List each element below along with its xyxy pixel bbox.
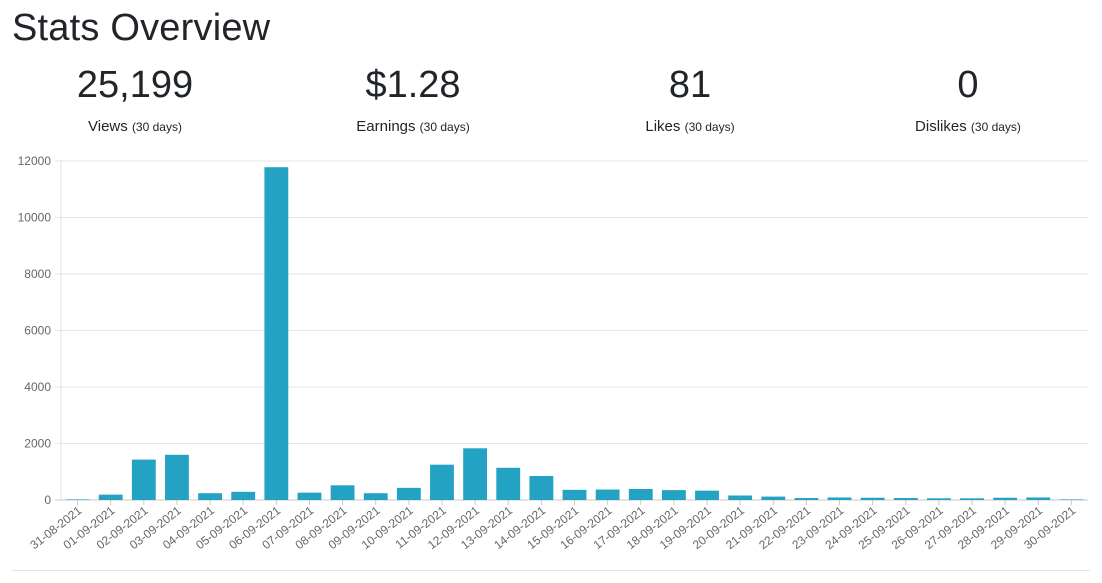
- bar-30-09-2021: [1059, 499, 1084, 500]
- stat-dislikes-label: Dislikes (30 days): [858, 118, 1078, 136]
- stat-views-suffix: (30 days): [131, 120, 182, 134]
- y-tick-label: 2000: [24, 437, 51, 451]
- bar-12-09-2021: [463, 448, 488, 500]
- stat-earnings-suffix: (30 days): [419, 120, 470, 134]
- bar-14-09-2021: [529, 475, 554, 500]
- chart-gridlines: [55, 160, 1088, 505]
- bar-11-09-2021: [430, 464, 454, 500]
- stat-likes-suffix: (30 days): [684, 120, 735, 134]
- bar-29-09-2021: [1026, 497, 1051, 500]
- bar-23-09-2021: [827, 497, 852, 500]
- bar-21-09-2021: [761, 496, 786, 500]
- bar-20-09-2021: [728, 495, 753, 500]
- bar-28-09-2021: [993, 497, 1018, 500]
- stat-likes-label-text: Likes: [645, 118, 681, 135]
- stat-earnings-value: $1.28: [365, 64, 461, 106]
- bar-09-09-2021: [363, 493, 388, 500]
- y-tick-label: 4000: [24, 380, 51, 394]
- bar-19-09-2021: [695, 490, 719, 500]
- stat-likes-value: 81: [668, 64, 712, 106]
- bar-01-09-2021: [98, 494, 123, 500]
- bar-15-09-2021: [562, 489, 587, 500]
- chart-y-tick-labels: 0 2000 4000 6000 8000 10000 12000: [18, 154, 52, 507]
- bar-03-09-2021: [165, 454, 189, 500]
- bar-18-09-2021: [661, 490, 686, 500]
- bar-16-09-2021: [595, 489, 620, 500]
- bar-04-09-2021: [198, 493, 223, 500]
- stat-dislikes: 0 Dislikes (30 days): [858, 62, 1078, 136]
- stat-earnings-label-text: Earnings: [356, 118, 416, 135]
- bar-06-09-2021: [264, 167, 289, 500]
- y-tick-label: 0: [44, 493, 51, 507]
- bar-31-08-2021: [65, 499, 90, 500]
- stat-views-value: 25,199: [76, 64, 194, 106]
- stat-views: 25,199 Views (30 days): [25, 62, 245, 136]
- stat-dislikes-suffix: (30 days): [970, 120, 1021, 134]
- bar-13-09-2021: [496, 467, 521, 500]
- stat-likes: 81 Likes (30 days): [580, 62, 800, 136]
- bar-08-09-2021: [330, 485, 355, 500]
- bar-26-09-2021: [926, 498, 951, 500]
- stat-views-label-text: Views: [88, 118, 128, 135]
- y-tick-label: 12000: [18, 154, 52, 168]
- stat-dislikes-value: 0: [957, 64, 979, 106]
- chart-bars: [65, 167, 1084, 500]
- bar-10-09-2021: [396, 487, 421, 500]
- bottom-divider: [12, 570, 1090, 571]
- stat-views-label: Views (30 days): [25, 118, 245, 136]
- bar-24-09-2021: [860, 497, 885, 500]
- stat-dislikes-label-text: Dislikes: [915, 118, 967, 135]
- stat-likes-label: Likes (30 days): [580, 118, 800, 136]
- bar-07-09-2021: [297, 492, 322, 500]
- y-tick-label: 6000: [24, 324, 51, 338]
- bar-25-09-2021: [893, 498, 918, 500]
- bar-27-09-2021: [960, 498, 984, 500]
- chart-x-tick-labels: 31-08-202101-09-202102-09-202103-09-2021…: [27, 503, 1078, 552]
- bar-02-09-2021: [131, 459, 156, 500]
- stat-earnings-label: Earnings (30 days): [303, 118, 523, 136]
- y-tick-label: 10000: [18, 211, 52, 225]
- bar-22-09-2021: [794, 498, 819, 500]
- bar-17-09-2021: [628, 488, 653, 500]
- page-title: Stats Overview: [12, 7, 271, 49]
- stat-earnings: $1.28 Earnings (30 days): [303, 62, 523, 136]
- y-tick-label: 8000: [24, 267, 51, 281]
- bar-05-09-2021: [231, 491, 256, 500]
